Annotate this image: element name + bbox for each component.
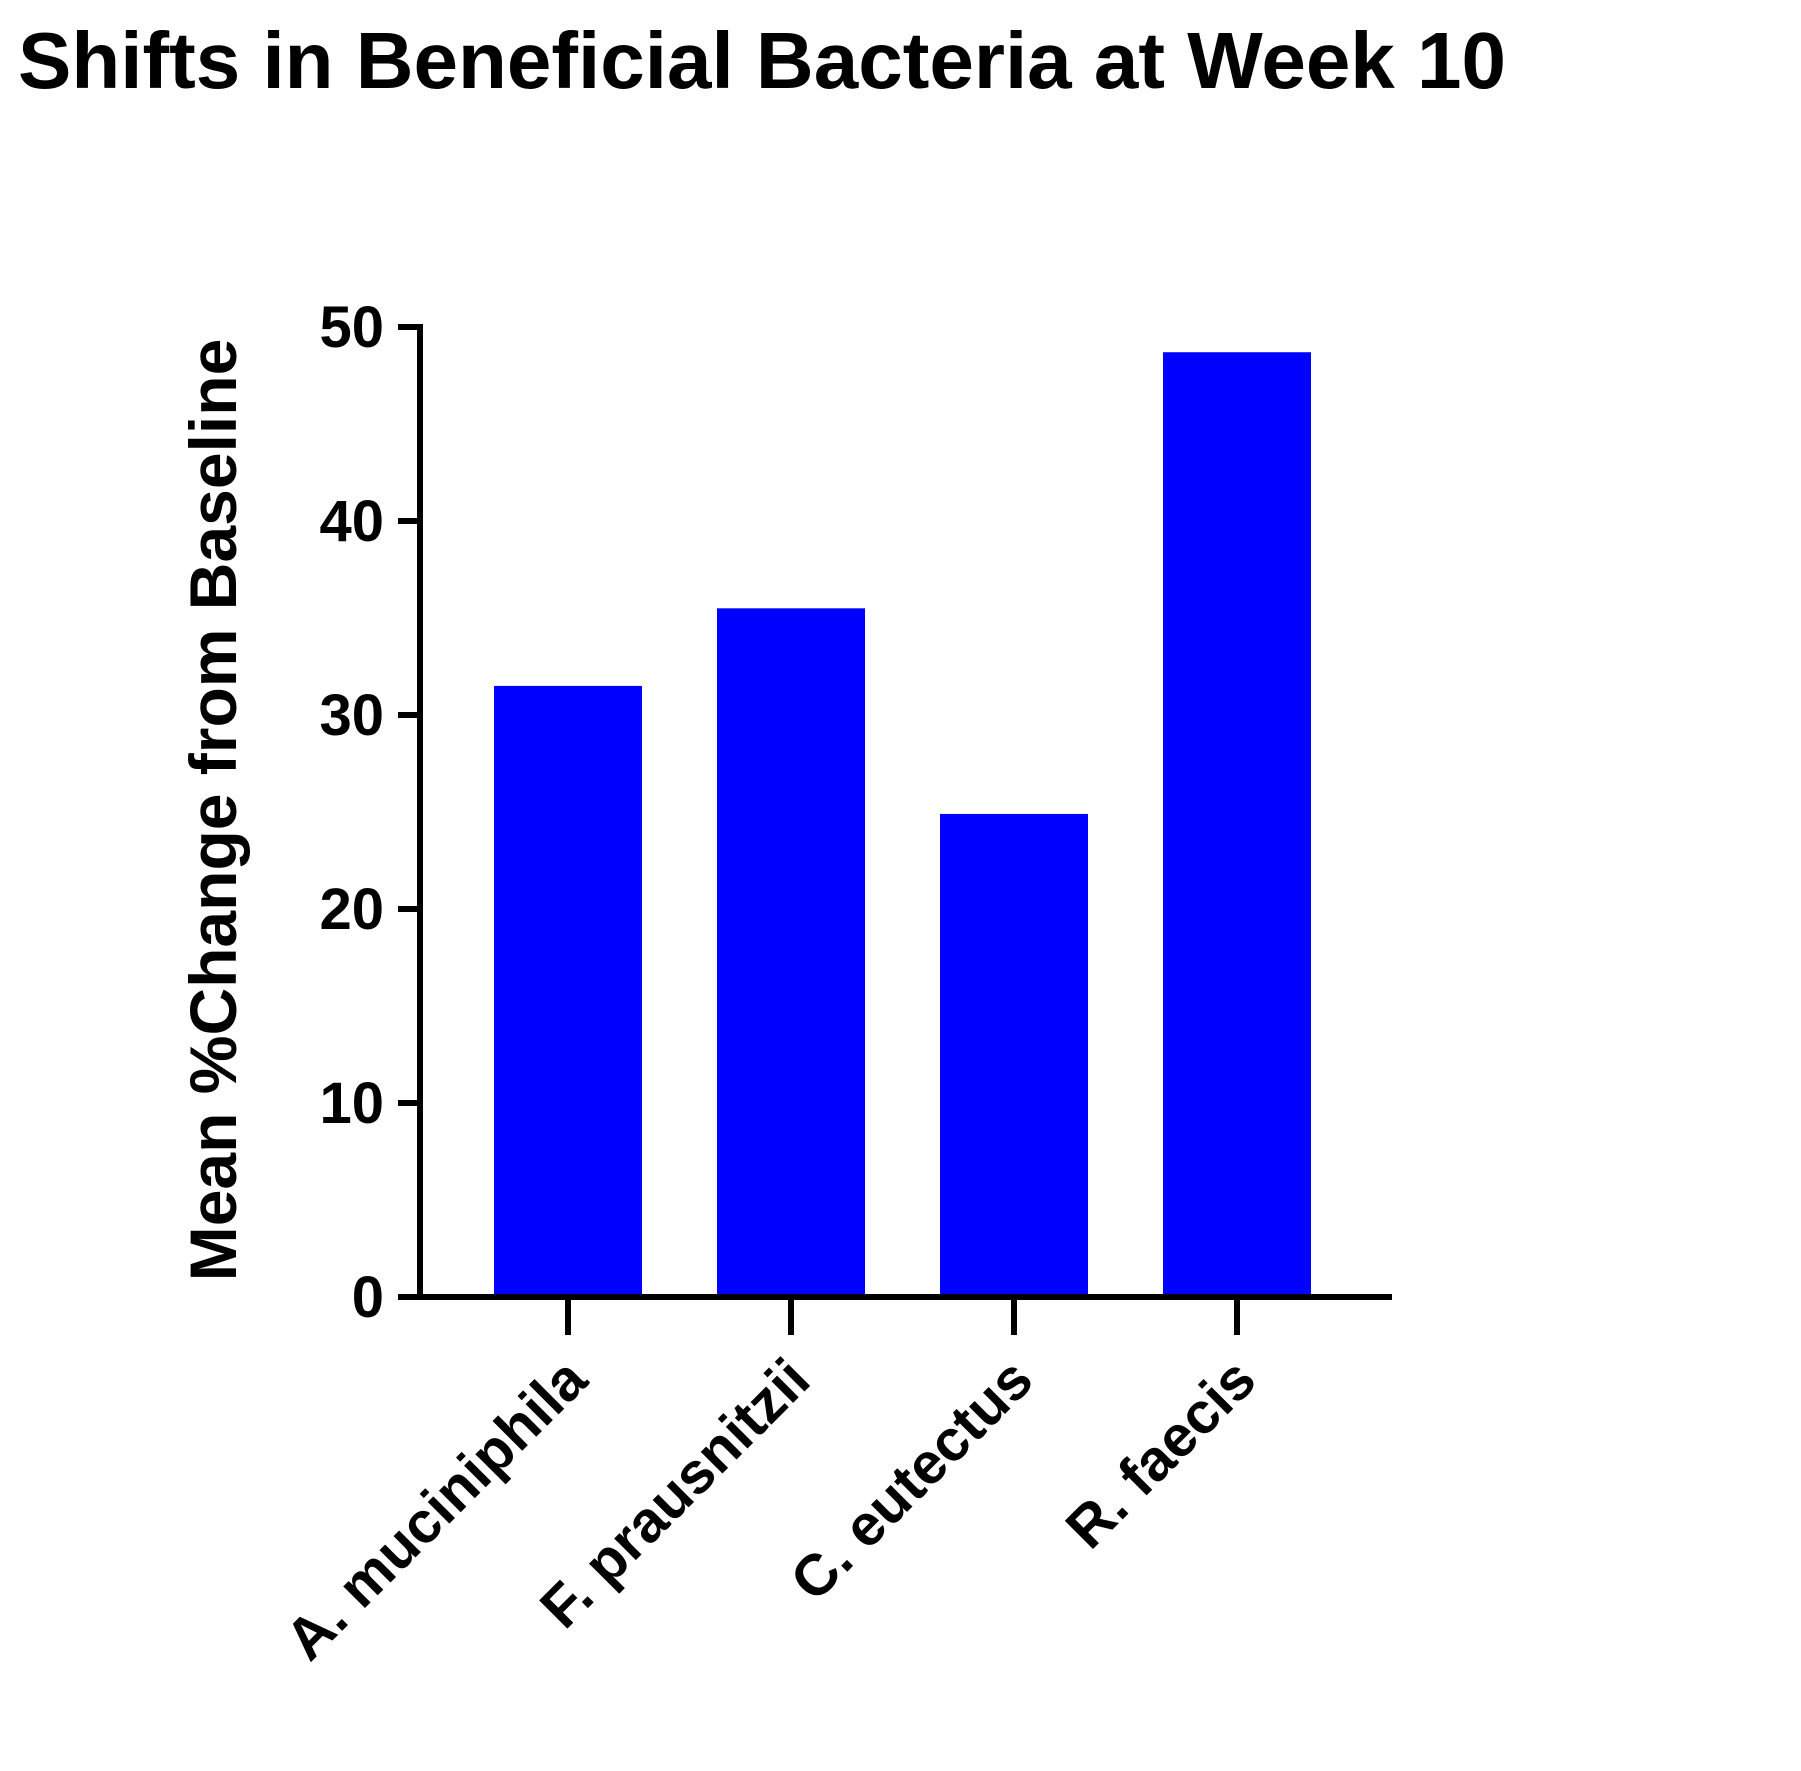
y-axis-label: Mean %Change from Baseline — [176, 339, 250, 1282]
x-tick-label: A. muciniphila — [273, 1346, 600, 1673]
bar — [940, 813, 1088, 1297]
y-tick-label: 30 — [319, 683, 384, 748]
chart-title: Shifts in Beneficial Bacteria at Week 10 — [18, 16, 1506, 105]
y-tick-label: 20 — [319, 877, 384, 942]
y-tick-label: 40 — [319, 489, 384, 554]
x-tick-label: C. eutectus — [778, 1346, 1045, 1613]
bars-layer — [494, 352, 1311, 1298]
x-tick-label: R. faecis — [1054, 1346, 1269, 1561]
y-tick-label: 50 — [319, 295, 384, 360]
bar — [717, 608, 865, 1297]
ticks-layer: 0 10 20 30 40 50 — [319, 295, 420, 1330]
bar — [494, 685, 642, 1297]
y-tick-label: 10 — [319, 1071, 384, 1136]
axes-layer — [398, 324, 1392, 1300]
y-tick-label: 0 — [352, 1265, 384, 1330]
bar — [1163, 352, 1311, 1298]
